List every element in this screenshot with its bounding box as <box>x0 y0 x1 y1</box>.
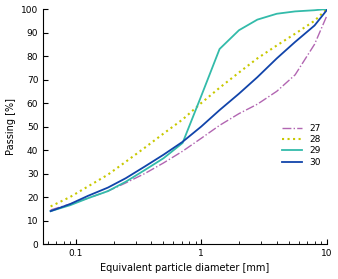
30 <box>180 140 185 143</box>
30 <box>325 9 329 12</box>
X-axis label: Equivalent particle diameter [mm]: Equivalent particle diameter [mm] <box>100 263 270 273</box>
29 <box>199 94 203 98</box>
28 <box>86 185 90 188</box>
30 <box>218 109 222 112</box>
Line: 29: 29 <box>51 9 327 211</box>
30 <box>293 40 297 44</box>
27 <box>180 150 185 153</box>
27 <box>275 90 279 93</box>
28 <box>255 57 259 60</box>
28 <box>162 132 166 135</box>
27 <box>255 103 259 106</box>
28 <box>68 195 72 199</box>
28 <box>237 71 241 74</box>
29 <box>143 168 147 172</box>
27 <box>325 15 329 18</box>
28 <box>199 101 203 105</box>
30 <box>255 76 259 79</box>
28 <box>180 118 185 121</box>
30 <box>86 194 90 198</box>
27 <box>199 137 203 140</box>
30 <box>68 202 72 206</box>
27 <box>218 124 222 127</box>
28 <box>143 146 147 149</box>
28 <box>293 32 297 35</box>
30 <box>143 165 147 168</box>
Y-axis label: Passing [%]: Passing [%] <box>5 98 16 155</box>
27 <box>49 208 53 212</box>
27 <box>162 161 166 165</box>
Line: 28: 28 <box>51 9 327 206</box>
29 <box>86 196 90 200</box>
30 <box>162 153 166 157</box>
27 <box>293 73 297 76</box>
28 <box>106 173 110 176</box>
28 <box>49 205 53 208</box>
29 <box>124 180 128 183</box>
29 <box>255 18 259 21</box>
Line: 27: 27 <box>51 16 327 210</box>
29 <box>49 210 53 213</box>
28 <box>325 7 329 11</box>
30 <box>106 186 110 189</box>
29 <box>106 189 110 193</box>
27 <box>313 43 317 46</box>
27 <box>124 181 128 185</box>
30 <box>237 92 241 95</box>
30 <box>199 125 203 128</box>
30 <box>49 210 53 213</box>
27 <box>143 172 147 175</box>
30 <box>124 177 128 180</box>
29 <box>325 7 329 11</box>
28 <box>218 86 222 90</box>
30 <box>313 24 317 27</box>
29 <box>180 141 185 145</box>
27 <box>86 196 90 200</box>
28 <box>124 160 128 163</box>
29 <box>68 204 72 207</box>
28 <box>313 19 317 23</box>
29 <box>218 47 222 51</box>
29 <box>162 157 166 160</box>
30 <box>275 57 279 60</box>
Legend: 27, 28, 29, 30: 27, 28, 29, 30 <box>280 122 322 169</box>
27 <box>68 202 72 206</box>
27 <box>106 189 110 193</box>
29 <box>293 10 297 13</box>
29 <box>313 9 317 12</box>
27 <box>237 112 241 115</box>
28 <box>275 44 279 47</box>
29 <box>275 12 279 15</box>
29 <box>237 28 241 32</box>
Line: 30: 30 <box>51 10 327 211</box>
